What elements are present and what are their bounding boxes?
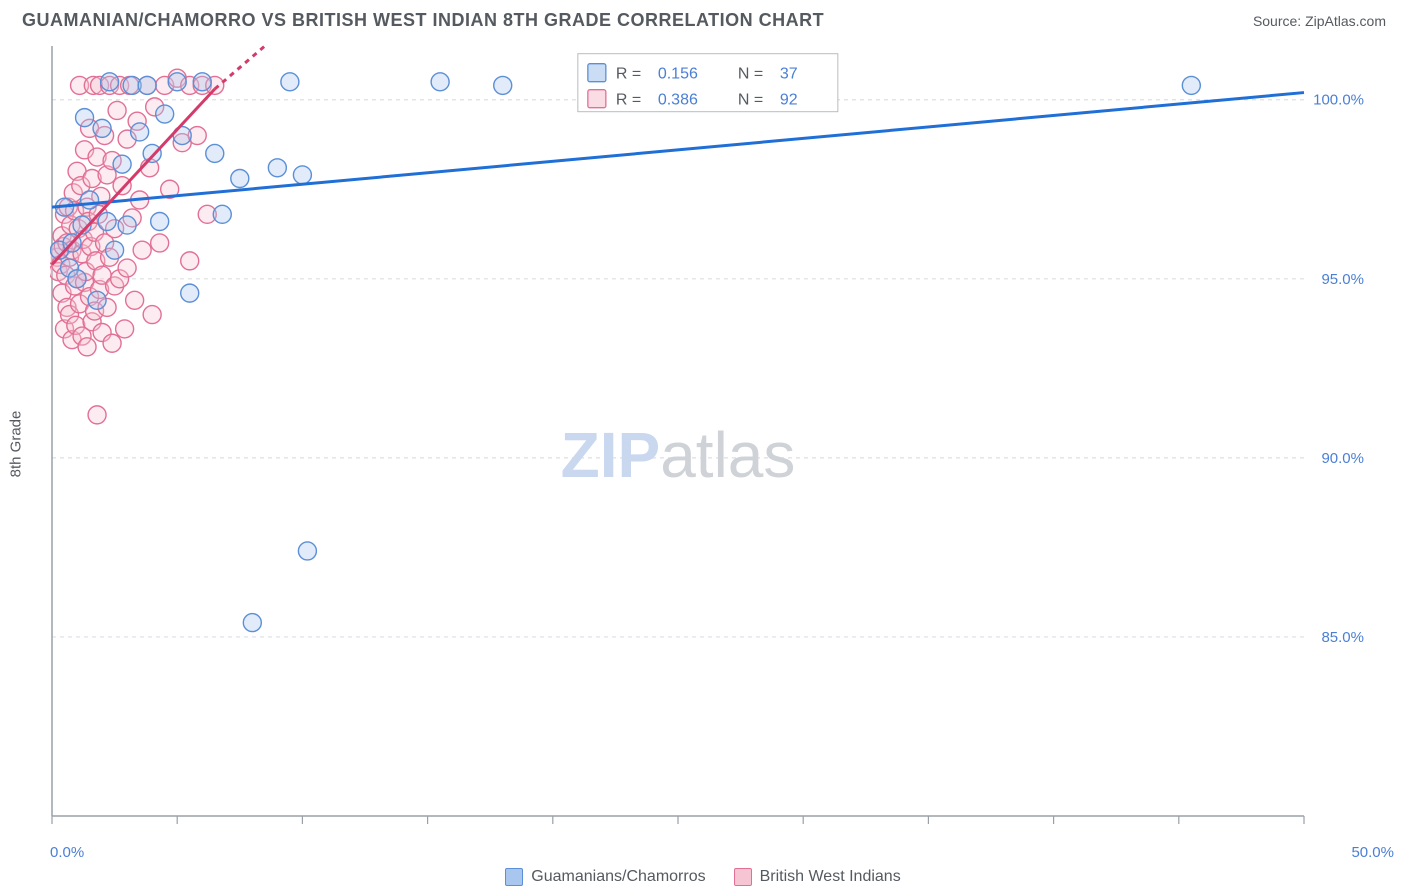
chart-title: GUAMANIAN/CHAMORRO VS BRITISH WEST INDIA… [22,10,824,31]
svg-text:92: 92 [780,92,798,109]
legend-swatch-icon [505,868,523,886]
svg-text:R =: R = [616,66,641,83]
svg-text:0.386: 0.386 [658,92,698,109]
svg-text:95.0%: 95.0% [1321,271,1364,288]
plot-region: 85.0% 90.0% 95.0% 100.0% ZIPatlas R = 0.156 N =… [50,44,1394,844]
svg-text:ZIPatlas: ZIPatlas [561,419,796,491]
legend-item-guamanians: Guamanians/Chamorros [505,868,705,886]
svg-text:90.0%: 90.0% [1321,450,1364,467]
chart-area: 8th Grade 85.0%90.0%95.0%100.0%ZIPatlasR… [22,44,1394,844]
chart-source: Source: ZipAtlas.com [1253,13,1386,29]
svg-text:N =: N = [738,66,763,83]
svg-text:R =: R = [616,92,641,109]
svg-text:100.0%: 100.0% [1313,92,1364,109]
x-axis-min-label: 0.0% [50,844,84,861]
legend-swatch-icon [734,868,752,886]
x-axis-max-label: 50.0% [1351,844,1394,861]
svg-text:37: 37 [780,66,798,83]
x-axis-end-labels: 0.0% 50.0% [50,844,1394,862]
legend-label: Guamanians/Chamorros [531,868,705,886]
legend-item-bwi: British West Indians [734,868,901,886]
footer-legend: Guamanians/Chamorros British West Indian… [0,868,1406,886]
svg-text:85.0%: 85.0% [1321,629,1364,646]
legend-label: British West Indians [760,868,901,886]
y-axis-label: 8th Grade [8,411,25,478]
svg-text:N =: N = [738,92,763,109]
scatter-plot-svg: 85.0% 90.0% 95.0% 100.0% ZIPatlas R = 0.156 N =… [50,44,1394,844]
svg-text:0.156: 0.156 [658,66,698,83]
chart-header: GUAMANIAN/CHAMORRO VS BRITISH WEST INDIA… [0,0,1406,37]
